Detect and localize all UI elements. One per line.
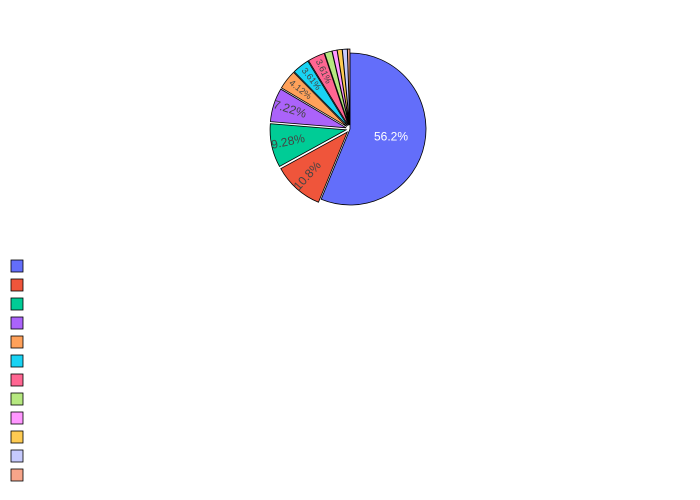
- pie-slice-12: [347, 48, 351, 126]
- pie-slice-2: [280, 131, 349, 203]
- legend-swatch-2: [10, 278, 24, 292]
- legend-swatch-8: [10, 392, 24, 406]
- legend-item-11[interactable]: [10, 449, 24, 463]
- pie-slice-4: [270, 88, 347, 129]
- legend-item-4[interactable]: [10, 316, 24, 330]
- legend-item-12[interactable]: [10, 468, 24, 482]
- legend-item-5[interactable]: [10, 335, 24, 349]
- legend-swatch-7: [10, 373, 24, 387]
- legend-item-2[interactable]: [10, 278, 24, 292]
- legend: [10, 259, 24, 482]
- pie-slice-6: [293, 60, 348, 127]
- pie-slice-3: [269, 123, 348, 167]
- legend-swatch-9: [10, 411, 24, 425]
- legend-swatch-6: [10, 354, 24, 368]
- legend-swatch-1: [10, 259, 24, 273]
- legend-swatch-10: [10, 430, 24, 444]
- pie-slice-1: [320, 52, 427, 206]
- legend-swatch-3: [10, 297, 24, 311]
- pie-slice-label-1: 56.2%: [374, 129, 408, 143]
- legend-swatch-11: [10, 449, 24, 463]
- legend-item-10[interactable]: [10, 430, 24, 444]
- pie-slices: [269, 48, 427, 206]
- legend-item-3[interactable]: [10, 297, 24, 311]
- legend-item-1[interactable]: [10, 259, 24, 273]
- pie-slice-5: [280, 71, 348, 127]
- legend-item-6[interactable]: [10, 354, 24, 368]
- legend-swatch-4: [10, 316, 24, 330]
- legend-swatch-5: [10, 335, 24, 349]
- pie-slice-7: [307, 52, 349, 126]
- legend-item-8[interactable]: [10, 392, 24, 406]
- legend-swatch-12: [10, 468, 24, 482]
- legend-item-9[interactable]: [10, 411, 24, 425]
- legend-item-7[interactable]: [10, 373, 24, 387]
